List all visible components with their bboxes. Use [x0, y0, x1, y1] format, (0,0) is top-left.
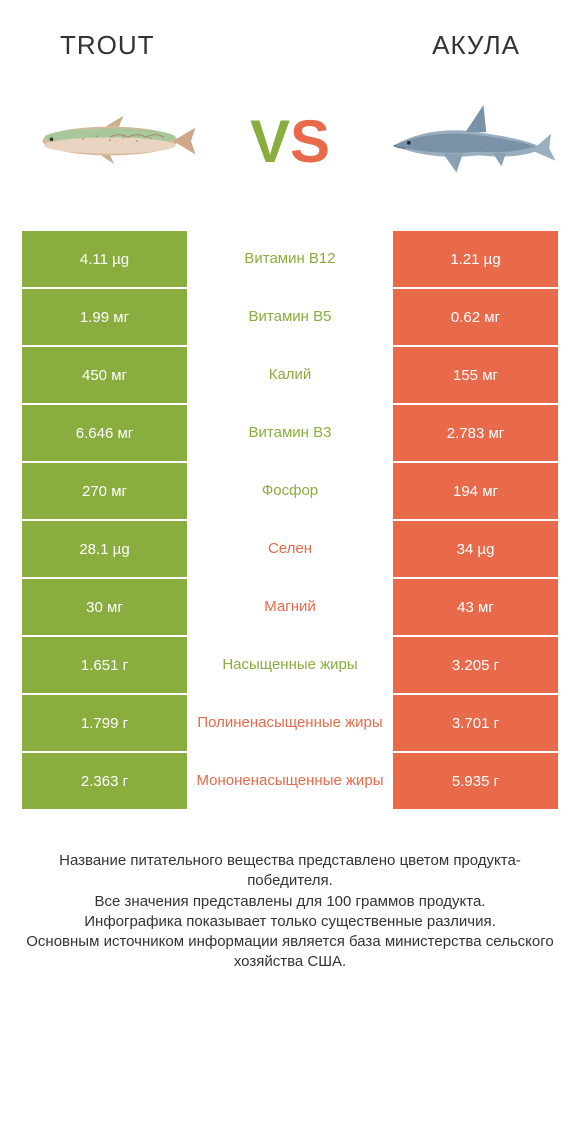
cell-nutrient-label: Селен — [187, 521, 393, 577]
cell-left-value: 30 мг — [22, 579, 187, 635]
cell-right-value: 155 мг — [393, 347, 558, 403]
table-row: 28.1 µgСелен34 µg — [22, 521, 558, 577]
header-title-right: Акула — [432, 30, 520, 61]
cell-nutrient-label: Магний — [187, 579, 393, 635]
comparison-table: 4.11 µgВитамин B121.21 µg1.99 мгВитамин … — [0, 231, 580, 811]
vs-label: VS — [250, 107, 330, 176]
cell-nutrient-label: Витамин B12 — [187, 231, 393, 287]
footer-notes: Название питательного вещества представл… — [0, 811, 580, 973]
cell-left-value: 28.1 µg — [22, 521, 187, 577]
infographic-container: Trout Акула VS — [0, 0, 580, 1144]
footer-line-4: Основным источником информации является … — [20, 932, 560, 973]
table-row: 1.799 гПолиненасыщенные жиры3.701 г — [22, 695, 558, 751]
cell-left-value: 270 мг — [22, 463, 187, 519]
cell-right-value: 5.935 г — [393, 753, 558, 809]
cell-right-value: 34 µg — [393, 521, 558, 577]
cell-left-value: 1.799 г — [22, 695, 187, 751]
cell-nutrient-label: Витамин B3 — [187, 405, 393, 461]
cell-left-value: 2.363 г — [22, 753, 187, 809]
footer-line-2: Все значения представлены для 100 граммо… — [20, 892, 560, 912]
cell-nutrient-label: Калий — [187, 347, 393, 403]
cell-right-value: 194 мг — [393, 463, 558, 519]
cell-nutrient-label: Мононенасыщенные жиры — [187, 753, 393, 809]
table-row: 450 мгКалий155 мг — [22, 347, 558, 403]
table-row: 270 мгФосфор194 мг — [22, 463, 558, 519]
table-row: 1.651 гНасыщенные жиры3.205 г — [22, 637, 558, 693]
table-row: 2.363 гМононенасыщенные жиры5.935 г — [22, 753, 558, 809]
cell-nutrient-label: Полиненасыщенные жиры — [187, 695, 393, 751]
table-row: 1.99 мгВитамин B50.62 мг — [22, 289, 558, 345]
shark-image — [380, 91, 560, 191]
cell-left-value: 6.646 мг — [22, 405, 187, 461]
vs-s: S — [290, 107, 330, 176]
cell-right-value: 43 мг — [393, 579, 558, 635]
table-row: 6.646 мгВитамин B32.783 мг — [22, 405, 558, 461]
table-row: 30 мгМагний43 мг — [22, 579, 558, 635]
cell-left-value: 4.11 µg — [22, 231, 187, 287]
footer-line-1: Название питательного вещества представл… — [20, 851, 560, 892]
cell-right-value: 1.21 µg — [393, 231, 558, 287]
cell-left-value: 1.651 г — [22, 637, 187, 693]
cell-right-value: 3.701 г — [393, 695, 558, 751]
cell-nutrient-label: Фосфор — [187, 463, 393, 519]
footer-line-3: Инфографика показывает только существенн… — [20, 912, 560, 932]
trout-image — [20, 91, 200, 191]
cell-right-value: 3.205 г — [393, 637, 558, 693]
cell-nutrient-label: Витамин B5 — [187, 289, 393, 345]
table-row: 4.11 µgВитамин B121.21 µg — [22, 231, 558, 287]
vs-v: V — [250, 107, 290, 176]
cell-left-value: 1.99 мг — [22, 289, 187, 345]
header-title-left: Trout — [60, 30, 155, 61]
hero-row: VS — [0, 81, 580, 231]
cell-nutrient-label: Насыщенные жиры — [187, 637, 393, 693]
cell-left-value: 450 мг — [22, 347, 187, 403]
cell-right-value: 2.783 мг — [393, 405, 558, 461]
cell-right-value: 0.62 мг — [393, 289, 558, 345]
header: Trout Акула — [0, 0, 580, 81]
